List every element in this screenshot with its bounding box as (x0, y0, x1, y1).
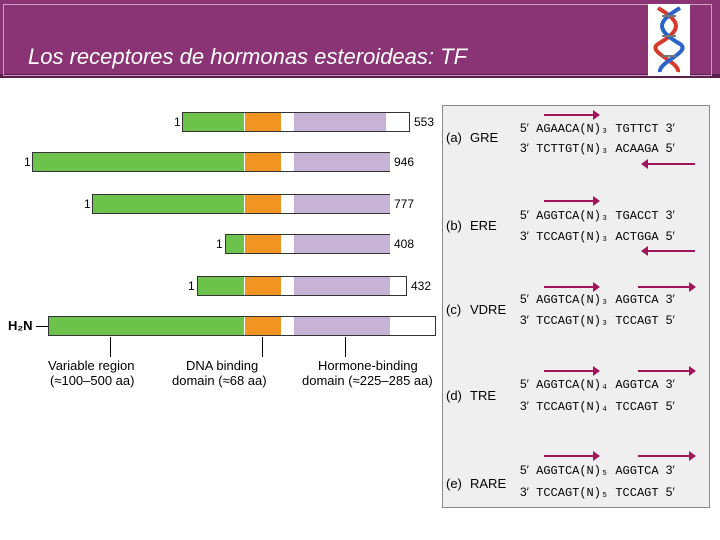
element-name: TRE (470, 388, 496, 403)
forward-arrow (544, 451, 600, 461)
receptor-end: 408 (394, 237, 415, 251)
sequence-top: AGGTCA(N)₅ AGGTCA (536, 464, 659, 478)
strand-end: 5′ (520, 463, 529, 477)
strand-end: 3′ (520, 313, 529, 327)
element-name: ERE (470, 218, 497, 233)
receptor-end: 777 (394, 197, 415, 211)
strand-end: 5′ (665, 229, 675, 243)
strand-end: 3′ (520, 399, 529, 413)
strand-end: 5′ (665, 399, 675, 413)
element-tag: (a) (446, 130, 462, 145)
strand-end: 3′ (665, 463, 675, 477)
element-name: VDRE (470, 302, 507, 317)
strand-end: 3′ (665, 208, 675, 222)
element-name: GRE (470, 130, 499, 145)
n-terminus-line (36, 326, 48, 327)
reverse-arrow (641, 159, 695, 169)
n-terminus-label: H₂N (8, 318, 33, 333)
sequence-top: AGGTCA(N)₃ TGACCT (536, 209, 659, 223)
receptor-start: 1 (24, 155, 31, 169)
sequence-bottom: TCTTGT(N)₃ ACAAGA (536, 142, 659, 156)
sequence-top: AGGTCA(N)₃ AGGTCA (536, 293, 659, 307)
slide-title: Los receptores de hormonas esteroideas: … (28, 44, 468, 69)
forward-arrow (638, 282, 696, 292)
strand-end: 5′ (520, 208, 529, 222)
receptor-bar (32, 152, 390, 172)
forward-arrow (544, 110, 600, 120)
dna-binding-pointer (262, 337, 263, 357)
hormone-binding-pointer (345, 337, 346, 357)
element-tag: (d) (446, 388, 462, 403)
receptor-bar (225, 234, 390, 254)
forward-arrow (544, 366, 600, 376)
strand-end: 5′ (520, 292, 529, 306)
hormone-binding-size: domain (≈225–285 aa) (302, 373, 433, 388)
sequence-top: AGAACA(N)₃ TGTTCT (536, 122, 659, 136)
forward-arrow (544, 282, 600, 292)
strand-end: 3′ (520, 229, 529, 243)
sequence-bottom: TCCAGT(N)₃ TCCAGT (536, 314, 659, 328)
strand-end: 5′ (520, 121, 529, 135)
sequence-bottom: TCCAGT(N)₄ TCCAGT (536, 400, 659, 414)
receptor-end: 432 (411, 279, 432, 293)
strand-end: 5′ (665, 485, 675, 499)
strand-end: 5′ (520, 377, 529, 391)
dna-helix-icon (648, 4, 690, 76)
strand-end: 3′ (520, 141, 529, 155)
sequence-bottom: TCCAGT(N)₃ ACTGGA (536, 230, 659, 244)
element-tag: (b) (446, 218, 462, 233)
receptor-start: 1 (188, 279, 195, 293)
forward-arrow (544, 196, 600, 206)
strand-end: 3′ (520, 485, 529, 499)
variable-region-label: Variable region (48, 358, 135, 373)
variable-region-pointer (110, 337, 111, 357)
strand-end: 3′ (665, 121, 675, 135)
generic-receptor-bar (48, 316, 436, 336)
receptor-start: 1 (84, 197, 91, 211)
sequence-bottom: TCCAGT(N)₅ TCCAGT (536, 486, 659, 500)
element-tag: (e) (446, 476, 462, 491)
dna-binding-label: DNA binding (186, 358, 259, 373)
response-elements-panel (442, 105, 710, 508)
hormone-binding-label: Hormone-binding (318, 358, 418, 373)
receptor-start: 1 (174, 115, 181, 129)
title-frame (3, 4, 712, 76)
variable-region-size: (≈100–500 aa) (50, 373, 135, 388)
strand-end: 3′ (665, 292, 675, 306)
element-name: RARE (470, 476, 507, 491)
receptor-start: 1 (216, 237, 223, 251)
forward-arrow (638, 366, 696, 376)
element-tag: (c) (446, 302, 462, 317)
receptor-end: 946 (394, 155, 415, 169)
strand-end: 5′ (665, 141, 675, 155)
sequence-top: AGGTCA(N)₄ AGGTCA (536, 378, 659, 392)
receptor-bar (197, 276, 407, 296)
receptor-end: 553 (414, 115, 435, 129)
strand-end: 3′ (665, 377, 675, 391)
receptor-bar (182, 112, 410, 132)
receptor-bar (92, 194, 390, 214)
reverse-arrow (641, 246, 695, 256)
header-divider (0, 74, 720, 78)
forward-arrow (638, 451, 696, 461)
dna-binding-size: domain (≈68 aa) (172, 373, 267, 388)
slide-header (0, 0, 720, 78)
strand-end: 5′ (665, 313, 675, 327)
